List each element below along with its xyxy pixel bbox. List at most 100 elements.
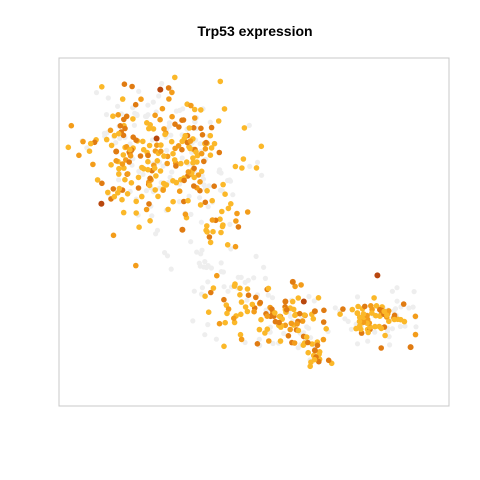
expressing-cell-point (190, 155, 196, 161)
expressing-cell-point (146, 142, 153, 149)
high-expression-point (311, 347, 318, 354)
high-expression-point (407, 344, 414, 351)
background-cell-point (150, 99, 156, 105)
background-cell-point (354, 294, 361, 300)
expressing-cell-point (207, 152, 214, 158)
expressing-cell-point (170, 198, 176, 205)
background-cell-point (217, 187, 224, 193)
expressing-cell-point (225, 205, 232, 212)
expressing-cell-point (154, 142, 160, 148)
expressing-cell-point (253, 294, 259, 301)
expressing-cell-point (245, 292, 252, 299)
expressing-cell-point (272, 310, 278, 316)
background-cell-point (311, 298, 317, 304)
expressing-cell-point (194, 159, 200, 165)
background-cell-point (306, 293, 312, 300)
background-cell-point (227, 221, 233, 227)
expressing-cell-point (323, 326, 330, 332)
expressing-cell-point (231, 315, 237, 322)
expressing-cell-point (382, 332, 388, 339)
expressing-cell-point (249, 301, 256, 308)
background-cell-point (188, 239, 194, 245)
background-cell-point (262, 275, 268, 281)
expressing-cell-point (292, 283, 298, 290)
expressing-cell-point (219, 208, 225, 215)
expressing-cell-point (169, 89, 175, 96)
expressing-cell-point (115, 112, 121, 118)
expressing-cell-point (208, 124, 215, 131)
background-cell-point (246, 122, 252, 128)
expressing-cell-point (316, 358, 322, 365)
expressing-cell-point (143, 206, 150, 213)
expressing-cell-point (132, 101, 139, 108)
expressing-cell-point (311, 356, 318, 363)
expressing-cell-point (221, 296, 227, 303)
expressing-cell-point (176, 188, 183, 194)
background-cell-point (348, 326, 354, 332)
expressing-cell-point (240, 156, 247, 162)
expressing-cell-point (133, 198, 139, 205)
background-cell-point (179, 155, 185, 161)
background-cell-point (253, 253, 259, 259)
expressing-cell-point (173, 179, 180, 186)
expressing-cell-point (391, 316, 398, 323)
background-cell-point (251, 275, 257, 281)
background-cell-point (238, 274, 244, 280)
high-expression-point (374, 272, 381, 279)
background-cell-point (230, 192, 236, 198)
expressing-cell-point (202, 293, 208, 300)
background-cell-point (389, 326, 395, 332)
expressing-cell-point (121, 81, 128, 87)
expressing-cell-point (266, 338, 272, 344)
expressing-cell-point (307, 363, 314, 370)
expressing-cell-point (310, 316, 317, 322)
expressing-cell-point (182, 211, 189, 218)
expressing-cell-point (160, 180, 167, 187)
expressing-cell-point (137, 153, 144, 159)
background-cell-point (389, 288, 395, 294)
expressing-cell-point (373, 303, 380, 309)
expressing-cell-point (244, 209, 251, 215)
expressing-cell-point (296, 310, 303, 317)
chart-title: Trp53 expression (197, 23, 312, 39)
expressing-cell-point (228, 201, 234, 207)
expressing-cell-point (207, 239, 214, 246)
background-cell-point (372, 329, 378, 335)
expressing-cell-point (190, 125, 197, 131)
expressing-cell-point (257, 299, 264, 306)
background-cell-point (304, 324, 310, 330)
expressing-cell-point (127, 146, 133, 153)
expressing-cell-point (157, 168, 164, 174)
expressing-cell-point (381, 308, 388, 315)
background-cell-point (270, 340, 276, 347)
expressing-cell-point (178, 160, 184, 167)
expressing-cell-point (155, 193, 161, 200)
expressing-cell-point (157, 116, 163, 123)
expressing-cell-point (207, 132, 214, 139)
expressing-cell-point (136, 224, 142, 230)
expressing-cell-point (124, 171, 131, 177)
expressing-cell-point (377, 306, 383, 313)
expressing-cell-point (172, 121, 178, 127)
expressing-cell-point (204, 188, 210, 194)
expressing-cell-point (320, 319, 327, 325)
expressing-cell-point (277, 338, 284, 344)
expressing-cell-point (199, 132, 206, 138)
expressing-cell-point (294, 321, 300, 327)
background-cell-point (411, 289, 417, 295)
background-cell-point (410, 304, 416, 310)
expressing-cell-point (203, 227, 209, 234)
expressing-cell-point (224, 242, 231, 248)
expressing-cell-point (192, 115, 198, 121)
background-cell-point (387, 342, 393, 348)
expressing-cell-point (99, 84, 105, 90)
background-cell-point (136, 168, 142, 174)
expressing-cell-point (238, 299, 245, 305)
expressing-cell-point (309, 341, 315, 347)
expressing-cell-point (295, 327, 302, 334)
expressing-cell-point (139, 164, 145, 171)
expressing-cell-point (238, 311, 244, 318)
background-cell-point (198, 219, 204, 225)
expressing-cell-point (116, 185, 123, 192)
background-cell-point (402, 323, 408, 329)
